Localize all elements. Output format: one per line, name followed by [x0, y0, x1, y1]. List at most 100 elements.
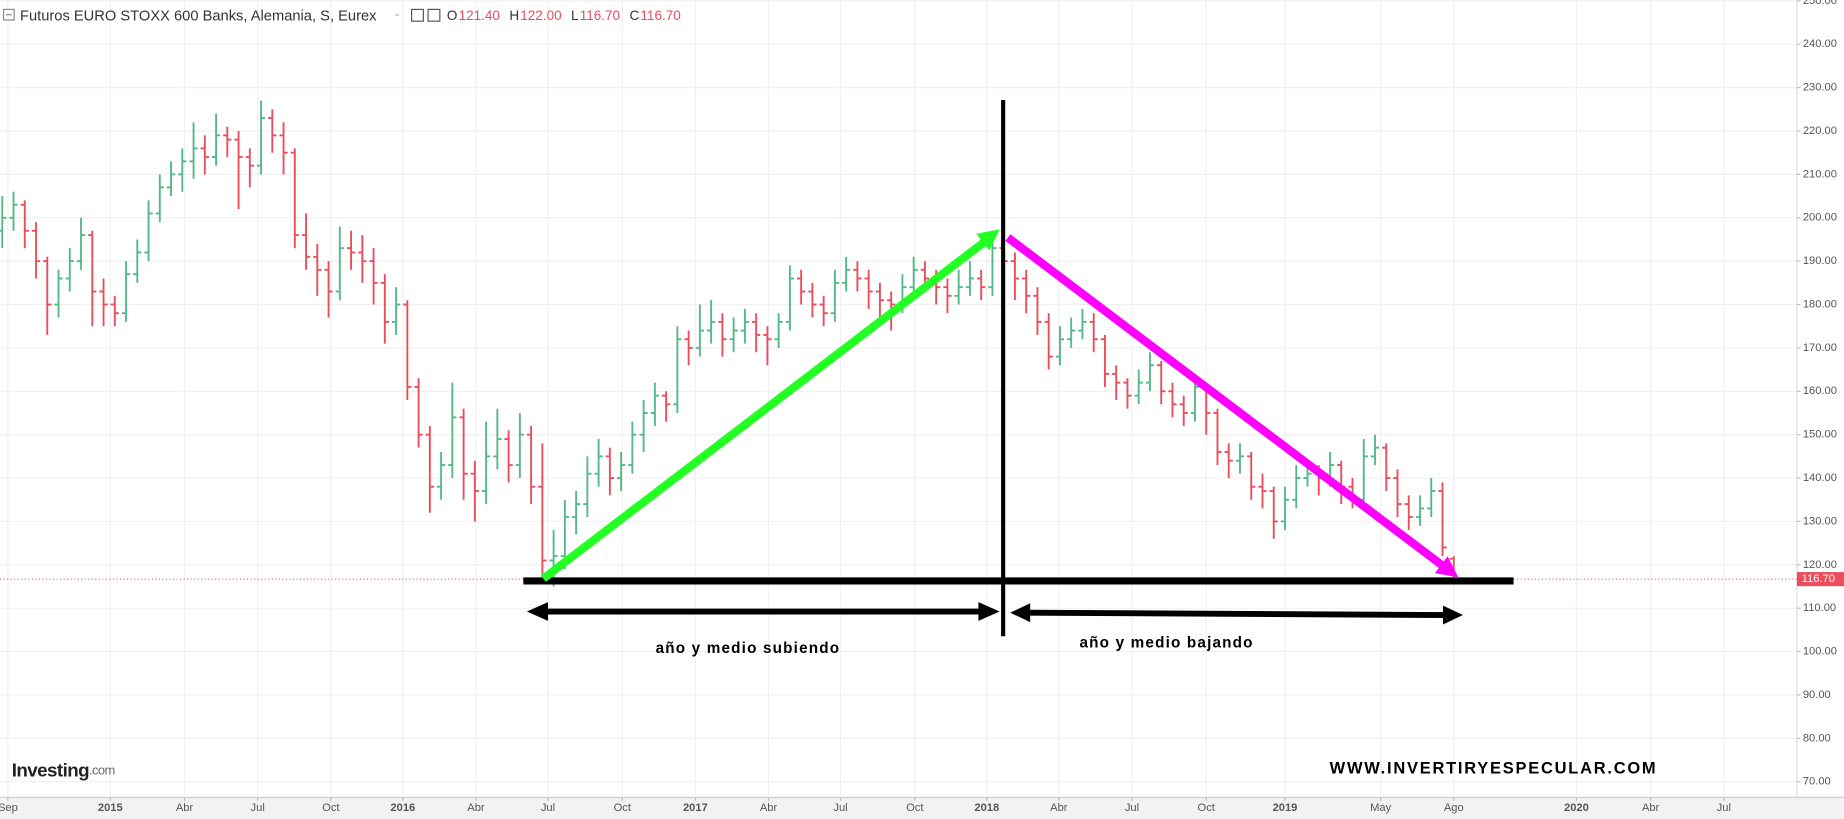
ohlc-bar — [335, 226, 344, 301]
ohlc-bar — [290, 148, 299, 249]
x-tick-label: Abr — [1642, 802, 1660, 814]
ohlc-bar — [875, 282, 885, 318]
header-key: C — [629, 8, 639, 23]
y-tick-label: 100.00 — [1803, 646, 1837, 658]
ohlc-bar — [65, 248, 74, 292]
ohlc-bar — [1033, 287, 1042, 335]
x-tick-label: Oct — [906, 802, 924, 814]
ohlc-bar — [31, 222, 41, 279]
x-tick-label: 2016 — [390, 802, 415, 814]
ohlc-bar — [178, 148, 187, 192]
ohlc-bar — [0, 196, 7, 249]
watermark: WWW.INVERTIRYESPECULAR.COM — [1330, 759, 1658, 777]
last-price-tag — [1796, 572, 1844, 587]
down-arrow-head — [1434, 556, 1459, 578]
x-tick-label: Abr — [176, 802, 194, 814]
ohlc-bar — [707, 300, 716, 344]
y-tick-label: 220.00 — [1803, 125, 1837, 137]
ohlc-bar — [234, 131, 243, 210]
ohlc-bar — [909, 256, 918, 296]
ohlc-bar — [695, 304, 705, 357]
ohlc-bar — [436, 452, 446, 500]
ohlc-bar — [740, 308, 750, 344]
ohlc-bar — [1404, 495, 1413, 531]
y-tick-label: 80.00 — [1803, 732, 1831, 744]
ohlc-bar — [346, 230, 356, 270]
ohlc-bar — [1168, 382, 1177, 418]
x-tick-label: Jul — [541, 802, 555, 814]
ohlc-bar — [718, 313, 727, 357]
ohlc-bar — [774, 313, 783, 348]
ohlc-bar — [43, 256, 52, 335]
ohlc-bar — [268, 109, 277, 153]
ohlc-bar — [1022, 269, 1031, 314]
y-tick-label: 110.00 — [1803, 602, 1836, 614]
y-tick-label: 140.00 — [1803, 472, 1837, 484]
ohlc-bar — [1157, 360, 1166, 405]
x-tick-label: 2015 — [98, 802, 123, 814]
y-tick-label: 180.00 — [1803, 298, 1837, 310]
ohlc-bar — [1235, 443, 1245, 474]
up-arrow — [540, 237, 989, 582]
ohlc-bar — [1123, 378, 1132, 409]
ohlc-bar — [391, 287, 401, 335]
header-value: 116.70 — [580, 8, 620, 23]
header-key: L — [571, 8, 579, 23]
y-tick-label: 250.00 — [1803, 0, 1837, 7]
icon[interactable] — [411, 8, 424, 22]
chart-title: Futuros EURO STOXX 600 Banks, Alemania, … — [20, 8, 377, 24]
x-tick-label: 2019 — [1273, 802, 1298, 814]
ohlc-bar — [279, 122, 288, 175]
ohlc-bar — [1280, 486, 1290, 531]
ohlc-bar — [470, 460, 479, 522]
y-tick-label: 120.00 — [1803, 559, 1837, 571]
ohlc-bar — [1427, 478, 1436, 518]
x-tick-label: 2020 — [1564, 802, 1589, 814]
x-tick-label: Oct — [1198, 802, 1216, 814]
ohlc-bar — [571, 491, 581, 535]
ohlc-bar — [1100, 334, 1110, 387]
ohlc-bar — [448, 382, 457, 479]
ohlc-bar — [211, 113, 221, 166]
ohlc-bar — [76, 217, 86, 270]
annotation: año y medio subiendo — [656, 640, 841, 657]
ohlc-bar — [830, 269, 840, 322]
ohlc-bar — [1438, 482, 1447, 557]
ohlc-bar — [1415, 495, 1425, 526]
ohlc-bar — [1258, 473, 1267, 509]
ohlc-bar — [9, 191, 18, 231]
ohlc-bar — [256, 100, 266, 175]
ohlc-bar — [797, 269, 806, 305]
ohlc-bar — [1292, 465, 1301, 509]
ohlc-bar — [1382, 443, 1391, 492]
x-tick-label: Jul — [833, 802, 847, 814]
ohlc-bar — [301, 213, 311, 270]
ohlc-bar — [977, 269, 986, 301]
ohlc-bar — [110, 295, 119, 327]
y-tick-label: 160.00 — [1803, 385, 1837, 397]
ohlc-bar — [729, 317, 738, 353]
icon[interactable] — [427, 8, 441, 22]
grid — [0, 0, 1797, 798]
logo-suffix: .com — [89, 763, 115, 778]
ohlc-bar — [223, 126, 232, 158]
ohlc-bar — [369, 248, 378, 305]
ohlc-bar — [459, 408, 468, 500]
ohlc-bar — [1078, 308, 1087, 340]
x-tick-label: Abr — [1050, 802, 1068, 814]
collapse-icon[interactable] — [2, 8, 15, 21]
y-tick-label: 130.00 — [1803, 515, 1837, 527]
span-arrow-head — [526, 602, 549, 621]
ohlc-bar — [99, 278, 108, 327]
ohlc-bar — [88, 230, 97, 327]
y-tick-label: 90.00 — [1803, 689, 1831, 701]
ohlc-bar — [1112, 365, 1121, 400]
time-axis-bg — [0, 797, 1844, 819]
header-value: 121.40 — [459, 8, 500, 23]
ohlc-bar — [943, 278, 952, 314]
x-tick-label: Oct — [322, 802, 340, 814]
ohlc-bar — [1145, 352, 1155, 392]
ohlc-bar — [20, 200, 29, 249]
